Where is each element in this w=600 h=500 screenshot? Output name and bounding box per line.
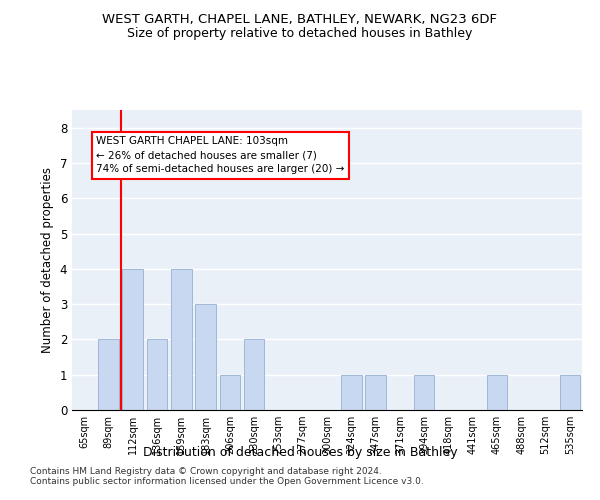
Bar bbox=[195, 304, 216, 410]
Bar bbox=[98, 340, 119, 410]
Text: WEST GARTH, CHAPEL LANE, BATHLEY, NEWARK, NG23 6DF: WEST GARTH, CHAPEL LANE, BATHLEY, NEWARK… bbox=[103, 12, 497, 26]
Bar bbox=[220, 374, 240, 410]
Bar bbox=[414, 374, 434, 410]
Text: Contains HM Land Registry data © Crown copyright and database right 2024.: Contains HM Land Registry data © Crown c… bbox=[30, 467, 382, 476]
Bar bbox=[487, 374, 508, 410]
Bar bbox=[171, 269, 191, 410]
Bar bbox=[122, 269, 143, 410]
Bar bbox=[365, 374, 386, 410]
Y-axis label: Number of detached properties: Number of detached properties bbox=[41, 167, 54, 353]
Text: Distribution of detached houses by size in Bathley: Distribution of detached houses by size … bbox=[143, 446, 457, 459]
Bar bbox=[341, 374, 362, 410]
Text: Size of property relative to detached houses in Bathley: Size of property relative to detached ho… bbox=[127, 28, 473, 40]
Bar bbox=[244, 340, 265, 410]
Bar bbox=[146, 340, 167, 410]
Bar bbox=[560, 374, 580, 410]
Text: WEST GARTH CHAPEL LANE: 103sqm
← 26% of detached houses are smaller (7)
74% of s: WEST GARTH CHAPEL LANE: 103sqm ← 26% of … bbox=[96, 136, 344, 174]
Text: Contains public sector information licensed under the Open Government Licence v3: Contains public sector information licen… bbox=[30, 477, 424, 486]
